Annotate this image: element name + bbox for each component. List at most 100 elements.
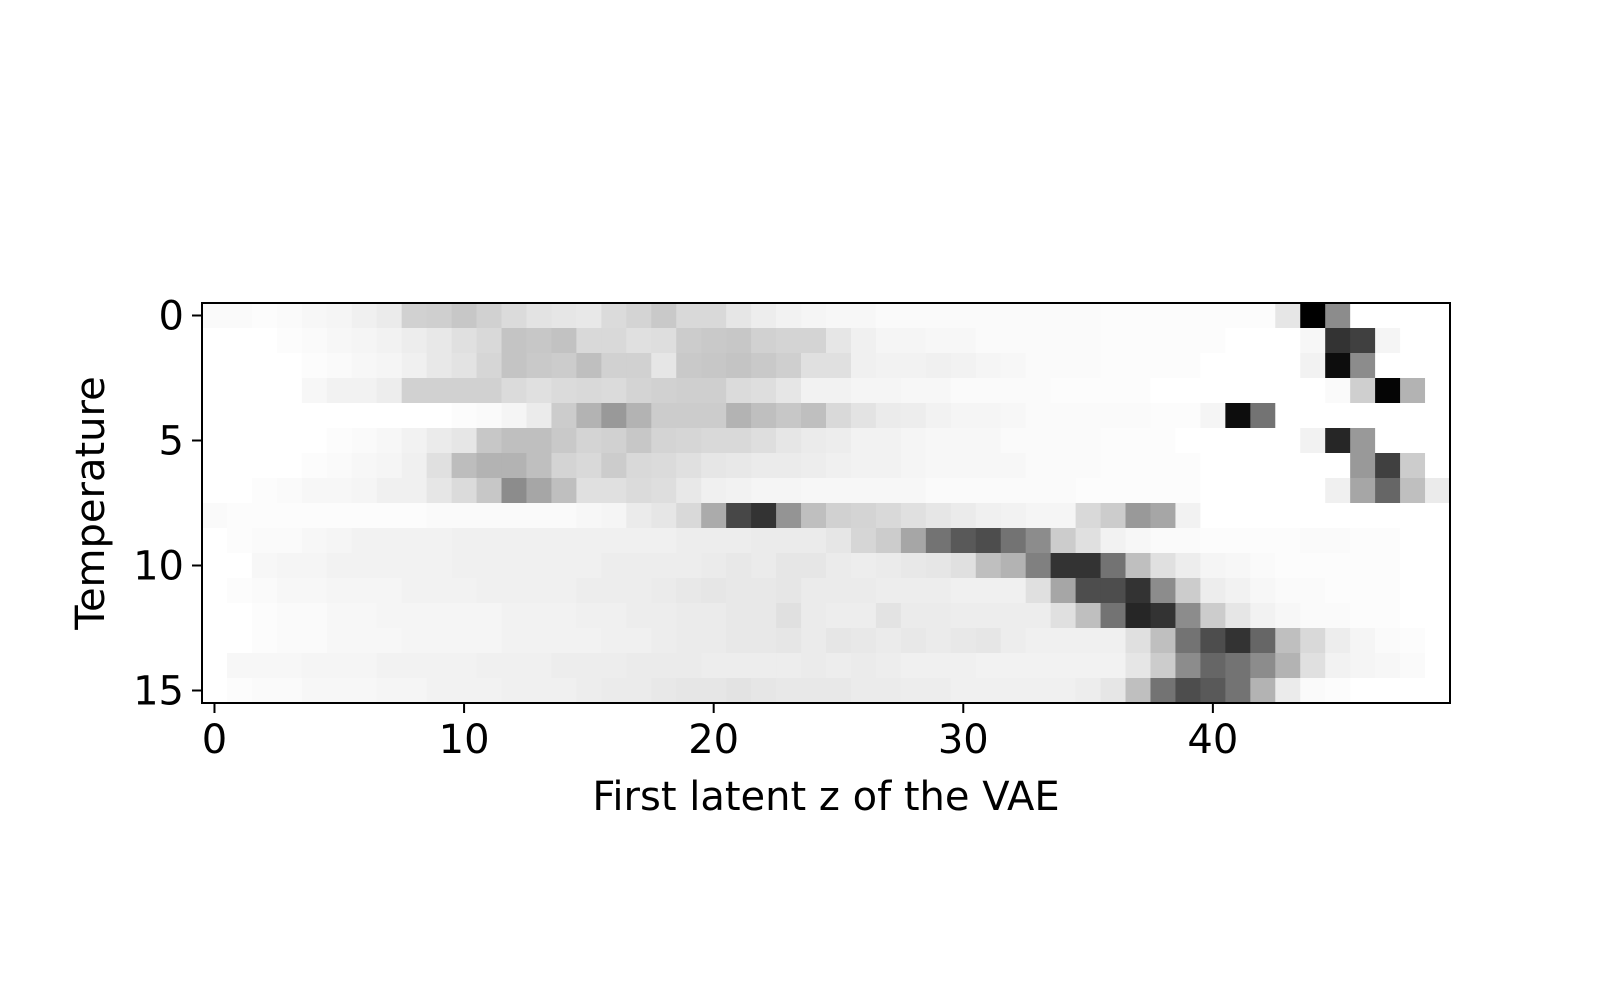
heatmap-cell: [1400, 378, 1426, 404]
heatmap-cell: [751, 628, 777, 654]
heatmap-cell: [1100, 303, 1127, 329]
heatmap-cell: [776, 353, 802, 379]
heatmap-cell: [1375, 553, 1401, 579]
heatmap-cell: [676, 603, 702, 629]
heatmap-cell: [900, 453, 927, 479]
heatmap-cell: [1025, 478, 1052, 504]
plot-frame: [201, 302, 1451, 704]
heatmap-cell: [251, 578, 278, 604]
heatmap-cell: [251, 603, 278, 629]
heatmap-cell: [801, 403, 827, 429]
heatmap-cell: [1425, 428, 1451, 454]
heatmap-cell: [1325, 678, 1351, 704]
heatmap-cell: [826, 678, 852, 704]
heatmap-cell: [776, 653, 802, 679]
heatmap-cell: [850, 678, 877, 704]
x-tick-label: 40: [1187, 717, 1238, 763]
heatmap-cell: [1025, 353, 1052, 379]
heatmap-cell: [726, 353, 752, 379]
heatmap-cell: [850, 328, 877, 354]
heatmap-cell: [701, 528, 727, 554]
heatmap-cell: [726, 328, 752, 354]
heatmap-cell: [1350, 603, 1376, 629]
heatmap-cell: [601, 653, 627, 679]
heatmap-cell: [1175, 328, 1201, 354]
heatmap-cell: [975, 478, 1002, 504]
heatmap-cell: [1100, 678, 1127, 704]
heatmap-cell: [751, 528, 777, 554]
heatmap-cell: [1225, 603, 1251, 629]
heatmap-cell: [251, 303, 278, 329]
heatmap-cell: [676, 678, 702, 704]
heatmap-cell: [950, 603, 977, 629]
heatmap-cell: [776, 678, 802, 704]
heatmap-cell: [401, 578, 428, 604]
heatmap-cell: [900, 403, 927, 429]
heatmap-cell: [975, 303, 1002, 329]
heatmap-cell: [1325, 578, 1351, 604]
heatmap-cell: [1025, 553, 1052, 579]
heatmap-cell: [801, 553, 827, 579]
heatmap-cell: [1250, 603, 1276, 629]
heatmap-cell: [376, 603, 403, 629]
heatmap-cell: [451, 678, 478, 704]
heatmap-cell: [1075, 578, 1102, 604]
heatmap-cell: [826, 403, 852, 429]
heatmap-cell: [426, 478, 453, 504]
heatmap-cell: [1075, 603, 1102, 629]
heatmap-cells: [202, 303, 1451, 704]
heatmap-cell: [226, 578, 253, 604]
heatmap-cell: [1175, 353, 1201, 379]
heatmap-cell: [751, 378, 777, 404]
heatmap-cell: [476, 528, 503, 554]
heatmap-cell: [451, 503, 478, 529]
heatmap-cell: [801, 478, 827, 504]
heatmap-cell: [1075, 353, 1102, 379]
heatmap-cell: [801, 628, 827, 654]
heatmap-cell: [526, 678, 553, 704]
heatmap-cell: [601, 303, 627, 329]
heatmap-cell: [1375, 678, 1401, 704]
heatmap-cell: [850, 553, 877, 579]
heatmap-cell: [950, 403, 977, 429]
heatmap-cell: [1075, 403, 1102, 429]
heatmap-cell: [1400, 353, 1426, 379]
heatmap-cell: [1300, 578, 1326, 604]
heatmap-cell: [202, 353, 228, 379]
heatmap-cell: [501, 328, 528, 354]
heatmap-cell: [601, 578, 627, 604]
heatmap-cell: [601, 628, 627, 654]
heatmap-cell: [326, 328, 353, 354]
heatmap-cell: [1225, 578, 1251, 604]
heatmap-cell: [426, 628, 453, 654]
heatmap-cell: [875, 378, 902, 404]
heatmap-cell: [351, 353, 378, 379]
heatmap-cell: [1075, 528, 1102, 554]
heatmap-cell: [726, 628, 752, 654]
heatmap-cell: [850, 653, 877, 679]
heatmap-cell: [1125, 428, 1152, 454]
heatmap-cell: [651, 328, 677, 354]
heatmap-cell: [226, 453, 253, 479]
heatmap-cell: [651, 478, 677, 504]
heatmap-cell: [351, 528, 378, 554]
heatmap-cell: [451, 603, 478, 629]
heatmap-cell: [551, 303, 577, 329]
heatmap-cell: [1000, 478, 1027, 504]
heatmap-cell: [1300, 378, 1326, 404]
heatmap-cell: [301, 603, 328, 629]
heatmap-cell: [726, 678, 752, 704]
heatmap-cell: [251, 428, 278, 454]
heatmap-cell: [426, 403, 453, 429]
heatmap-cell: [301, 453, 328, 479]
heatmap-cell: [801, 303, 827, 329]
heatmap-cell: [376, 478, 403, 504]
heatmap-cell: [651, 428, 677, 454]
heatmap-cell: [276, 478, 303, 504]
heatmap-cell: [1025, 378, 1052, 404]
heatmap-cell: [202, 628, 228, 654]
heatmap-cell: [276, 503, 303, 529]
heatmap-cell: [826, 578, 852, 604]
heatmap-cell: [1325, 603, 1351, 629]
heatmap-cell: [1200, 528, 1226, 554]
